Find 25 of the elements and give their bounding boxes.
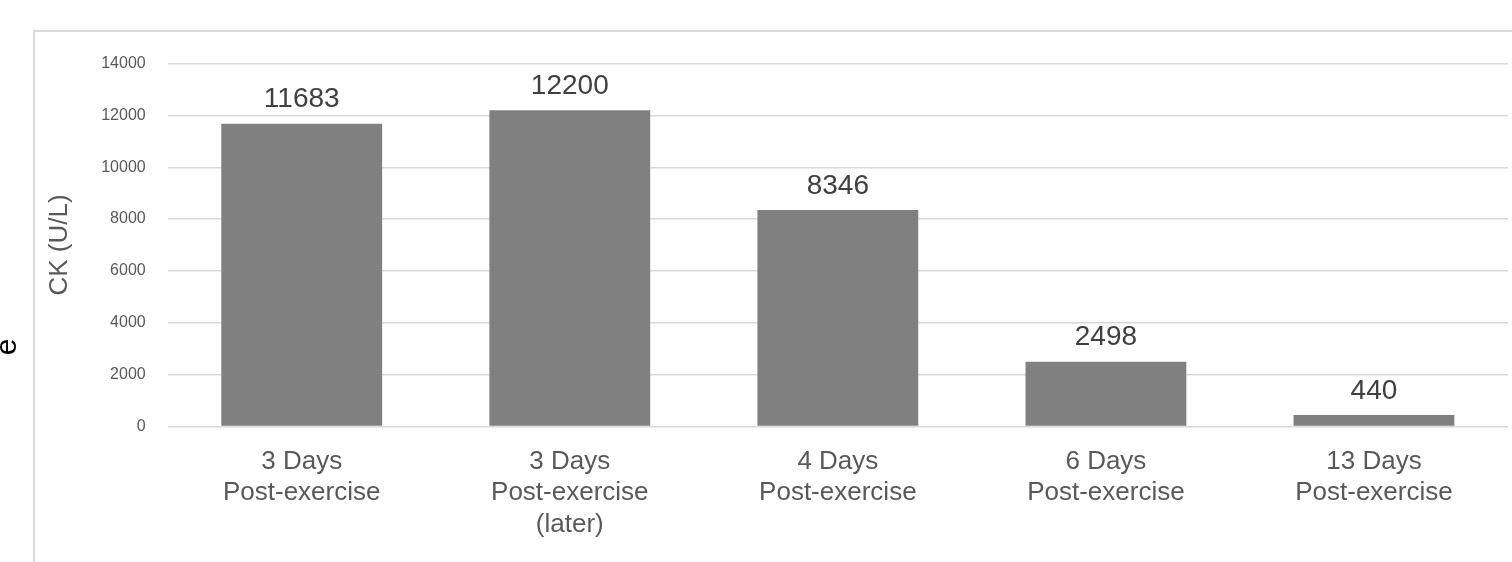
data-label: 8346 <box>806 168 869 200</box>
y-tick-label: 12000 <box>101 105 146 123</box>
bar <box>757 210 919 426</box>
y-tick-label: 14000 <box>101 54 146 72</box>
x-tick-label: 3 Days Post-exercise <box>222 445 381 507</box>
bar <box>221 123 383 426</box>
bar <box>1293 415 1455 426</box>
x-tick-label: 6 Days Post-exercise <box>1027 445 1185 507</box>
bar <box>1025 361 1187 426</box>
text: e <box>0 338 24 356</box>
y-axis-title: CK (U/L) <box>42 194 73 296</box>
data-label: 12200 <box>530 68 609 100</box>
data-label: 11683 <box>263 82 340 114</box>
x-tick-label: 13 Days Post-exercise <box>1295 445 1453 507</box>
x-tick-label: 4 Days Post-exercise <box>759 445 917 507</box>
y-tick-label: 4000 <box>110 313 146 331</box>
bar <box>489 110 651 426</box>
x-tick-label: 3 Days Post-exercise (later) <box>491 445 649 538</box>
y-tick-label: 6000 <box>110 261 146 279</box>
y-tick-label: 10000 <box>101 157 146 175</box>
y-tick-label: 2000 <box>110 364 146 382</box>
y-tick-label: 8000 <box>110 209 146 227</box>
data-label: 440 <box>1350 373 1398 405</box>
data-label: 2498 <box>1074 320 1138 352</box>
y-tick-label: 0 <box>136 416 146 434</box>
